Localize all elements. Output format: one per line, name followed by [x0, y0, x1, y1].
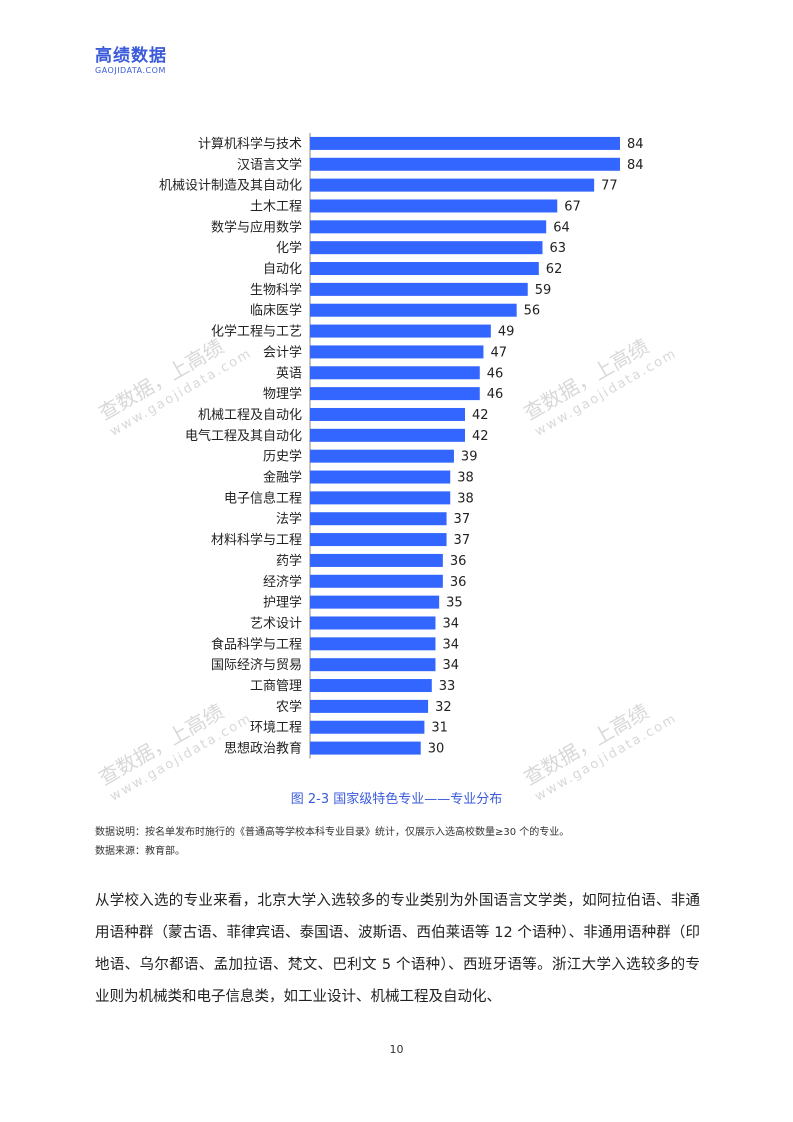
category-label: 农学: [276, 699, 302, 715]
category-label: 自动化: [263, 262, 302, 277]
category-label: 法学: [276, 511, 302, 527]
category-label: 金融学: [263, 470, 302, 486]
category-label: 电气工程及其自动化: [185, 428, 302, 444]
value-label: 77: [601, 179, 618, 194]
category-label: 艺术设计: [250, 616, 302, 631]
value-label: 56: [524, 304, 541, 319]
bar: [310, 136, 620, 150]
value-label: 62: [546, 262, 563, 277]
value-label: 34: [442, 616, 459, 631]
bar: [310, 220, 547, 234]
value-label: 49: [498, 325, 515, 340]
category-label: 临床医学: [250, 303, 302, 319]
value-label: 67: [564, 199, 581, 214]
bar: [310, 387, 480, 401]
value-label: 47: [490, 345, 507, 360]
category-label: 电子信息工程: [224, 490, 302, 506]
page-number: 10: [389, 1043, 404, 1056]
value-label: 63: [550, 241, 567, 256]
body-paragraph: 从学校入选的专业来看，北京大学入选较多的专业类别为外国语言文学类，如阿拉伯语、非…: [95, 893, 700, 1005]
category-label: 英语: [276, 366, 302, 381]
value-label: 34: [442, 637, 459, 652]
value-label: 38: [457, 471, 474, 486]
value-label: 38: [457, 491, 474, 506]
value-label: 84: [627, 158, 644, 173]
value-label: 32: [435, 700, 452, 715]
category-label: 思想政治教育: [224, 741, 302, 757]
category-label: 汉语言文学: [237, 157, 302, 173]
category-label: 药学: [276, 553, 302, 569]
bar: [310, 512, 447, 526]
category-label: 生物科学: [250, 282, 302, 298]
bar: [310, 741, 421, 755]
category-label: 环境工程: [250, 721, 302, 736]
bar: [310, 699, 429, 713]
category-label: 护理学: [263, 595, 302, 611]
value-label: 39: [461, 450, 478, 465]
category-label: 化学: [276, 240, 302, 256]
value-label: 42: [472, 429, 489, 444]
category-label: 物理学: [263, 386, 302, 402]
value-label: 46: [487, 387, 504, 402]
category-label: 国际经济与贸易: [211, 658, 302, 673]
category-label: 历史学: [263, 449, 302, 465]
category-label: 土木工程: [250, 199, 302, 214]
value-label: 59: [535, 283, 552, 298]
bar: [310, 324, 491, 338]
value-label: 37: [454, 533, 471, 548]
bar: [310, 303, 517, 317]
bar: [310, 407, 465, 421]
bar: [310, 241, 543, 255]
bar: [310, 157, 620, 171]
bar: [310, 679, 432, 693]
value-label: 35: [446, 596, 463, 611]
value-label: 34: [442, 658, 459, 673]
figure-caption: 图 2-3 国家级特色专业——专业分布: [290, 792, 503, 807]
brand-logo: 高绩数据 GAOJIDATA.COM: [95, 46, 167, 76]
bar: [310, 658, 436, 672]
bar: [310, 428, 465, 442]
bar: [310, 533, 447, 547]
category-label: 工商管理: [250, 679, 302, 694]
bar: [310, 262, 539, 276]
value-label: 31: [431, 721, 448, 736]
bar: [310, 345, 484, 359]
category-label: 化学工程与工艺: [211, 324, 302, 340]
category-label: 数学与应用数学: [211, 219, 302, 235]
value-label: 84: [627, 137, 644, 152]
bar: [310, 553, 443, 567]
category-label: 机械设计制造及其自动化: [159, 179, 302, 194]
bar: [310, 282, 528, 296]
bar: [310, 616, 436, 630]
bar: [310, 574, 443, 588]
bar: [310, 199, 558, 213]
brand-name: 高绩数据: [95, 46, 167, 66]
bar-chart: 计算机科学与技术 84 汉语言文学 84 机械设计制造及其自动化 77 土木工程 67 数学与应…: [159, 133, 644, 759]
value-label: 46: [487, 366, 504, 381]
data-source: 数据来源：教育部。: [95, 846, 185, 857]
category-label: 会计学: [263, 344, 302, 360]
category-label: 机械工程及自动化: [198, 408, 302, 423]
bar: [310, 491, 451, 505]
brand-url: GAOJIDATA.COM: [95, 66, 166, 75]
category-label: 计算机科学与技术: [198, 136, 302, 152]
category-label: 经济学: [263, 574, 302, 590]
value-label: 36: [450, 554, 467, 569]
bar: [310, 470, 451, 484]
bar: [310, 637, 436, 651]
value-label: 64: [553, 220, 570, 235]
bar: [310, 720, 425, 734]
data-note: 数据说明：按名单发布时施行的《普通高等学校本科专业目录》统计，仅展示入选高校数量…: [95, 827, 570, 838]
value-label: 36: [450, 575, 467, 590]
category-label: 食品科学与工程: [211, 636, 302, 652]
value-label: 30: [428, 742, 445, 757]
category-label: 材料科学与工程: [211, 532, 302, 548]
bar: [310, 366, 480, 380]
value-label: 37: [454, 512, 471, 527]
bar: [310, 595, 440, 609]
bar: [310, 178, 595, 192]
value-label: 42: [472, 408, 489, 423]
value-label: 33: [439, 679, 456, 694]
bar: [310, 449, 454, 463]
